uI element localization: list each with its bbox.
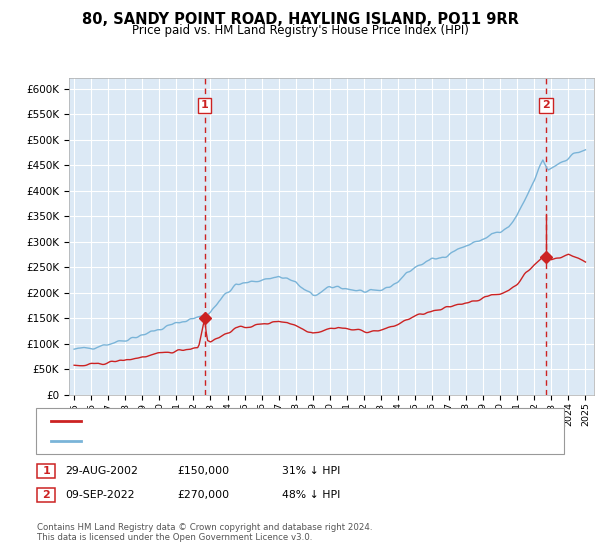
Text: Contains HM Land Registry data © Crown copyright and database right 2024.
This d: Contains HM Land Registry data © Crown c… (37, 523, 373, 543)
Text: Price paid vs. HM Land Registry's House Price Index (HPI): Price paid vs. HM Land Registry's House … (131, 24, 469, 37)
Text: £150,000: £150,000 (177, 466, 229, 476)
Text: 80, SANDY POINT ROAD, HAYLING ISLAND, PO11 9RR (detached house): 80, SANDY POINT ROAD, HAYLING ISLAND, PO… (87, 416, 442, 426)
Text: 31% ↓ HPI: 31% ↓ HPI (282, 466, 340, 476)
Text: 48% ↓ HPI: 48% ↓ HPI (282, 490, 340, 500)
Text: 80, SANDY POINT ROAD, HAYLING ISLAND, PO11 9RR: 80, SANDY POINT ROAD, HAYLING ISLAND, PO… (82, 12, 518, 27)
Text: 1: 1 (201, 100, 209, 110)
Text: 2: 2 (43, 490, 50, 500)
Text: 29-AUG-2002: 29-AUG-2002 (65, 466, 137, 476)
Text: 09-SEP-2022: 09-SEP-2022 (65, 490, 134, 500)
Text: HPI: Average price, detached house, Havant: HPI: Average price, detached house, Hava… (87, 436, 307, 446)
Text: 2: 2 (542, 100, 550, 110)
Text: £270,000: £270,000 (177, 490, 229, 500)
Text: 1: 1 (43, 466, 50, 476)
